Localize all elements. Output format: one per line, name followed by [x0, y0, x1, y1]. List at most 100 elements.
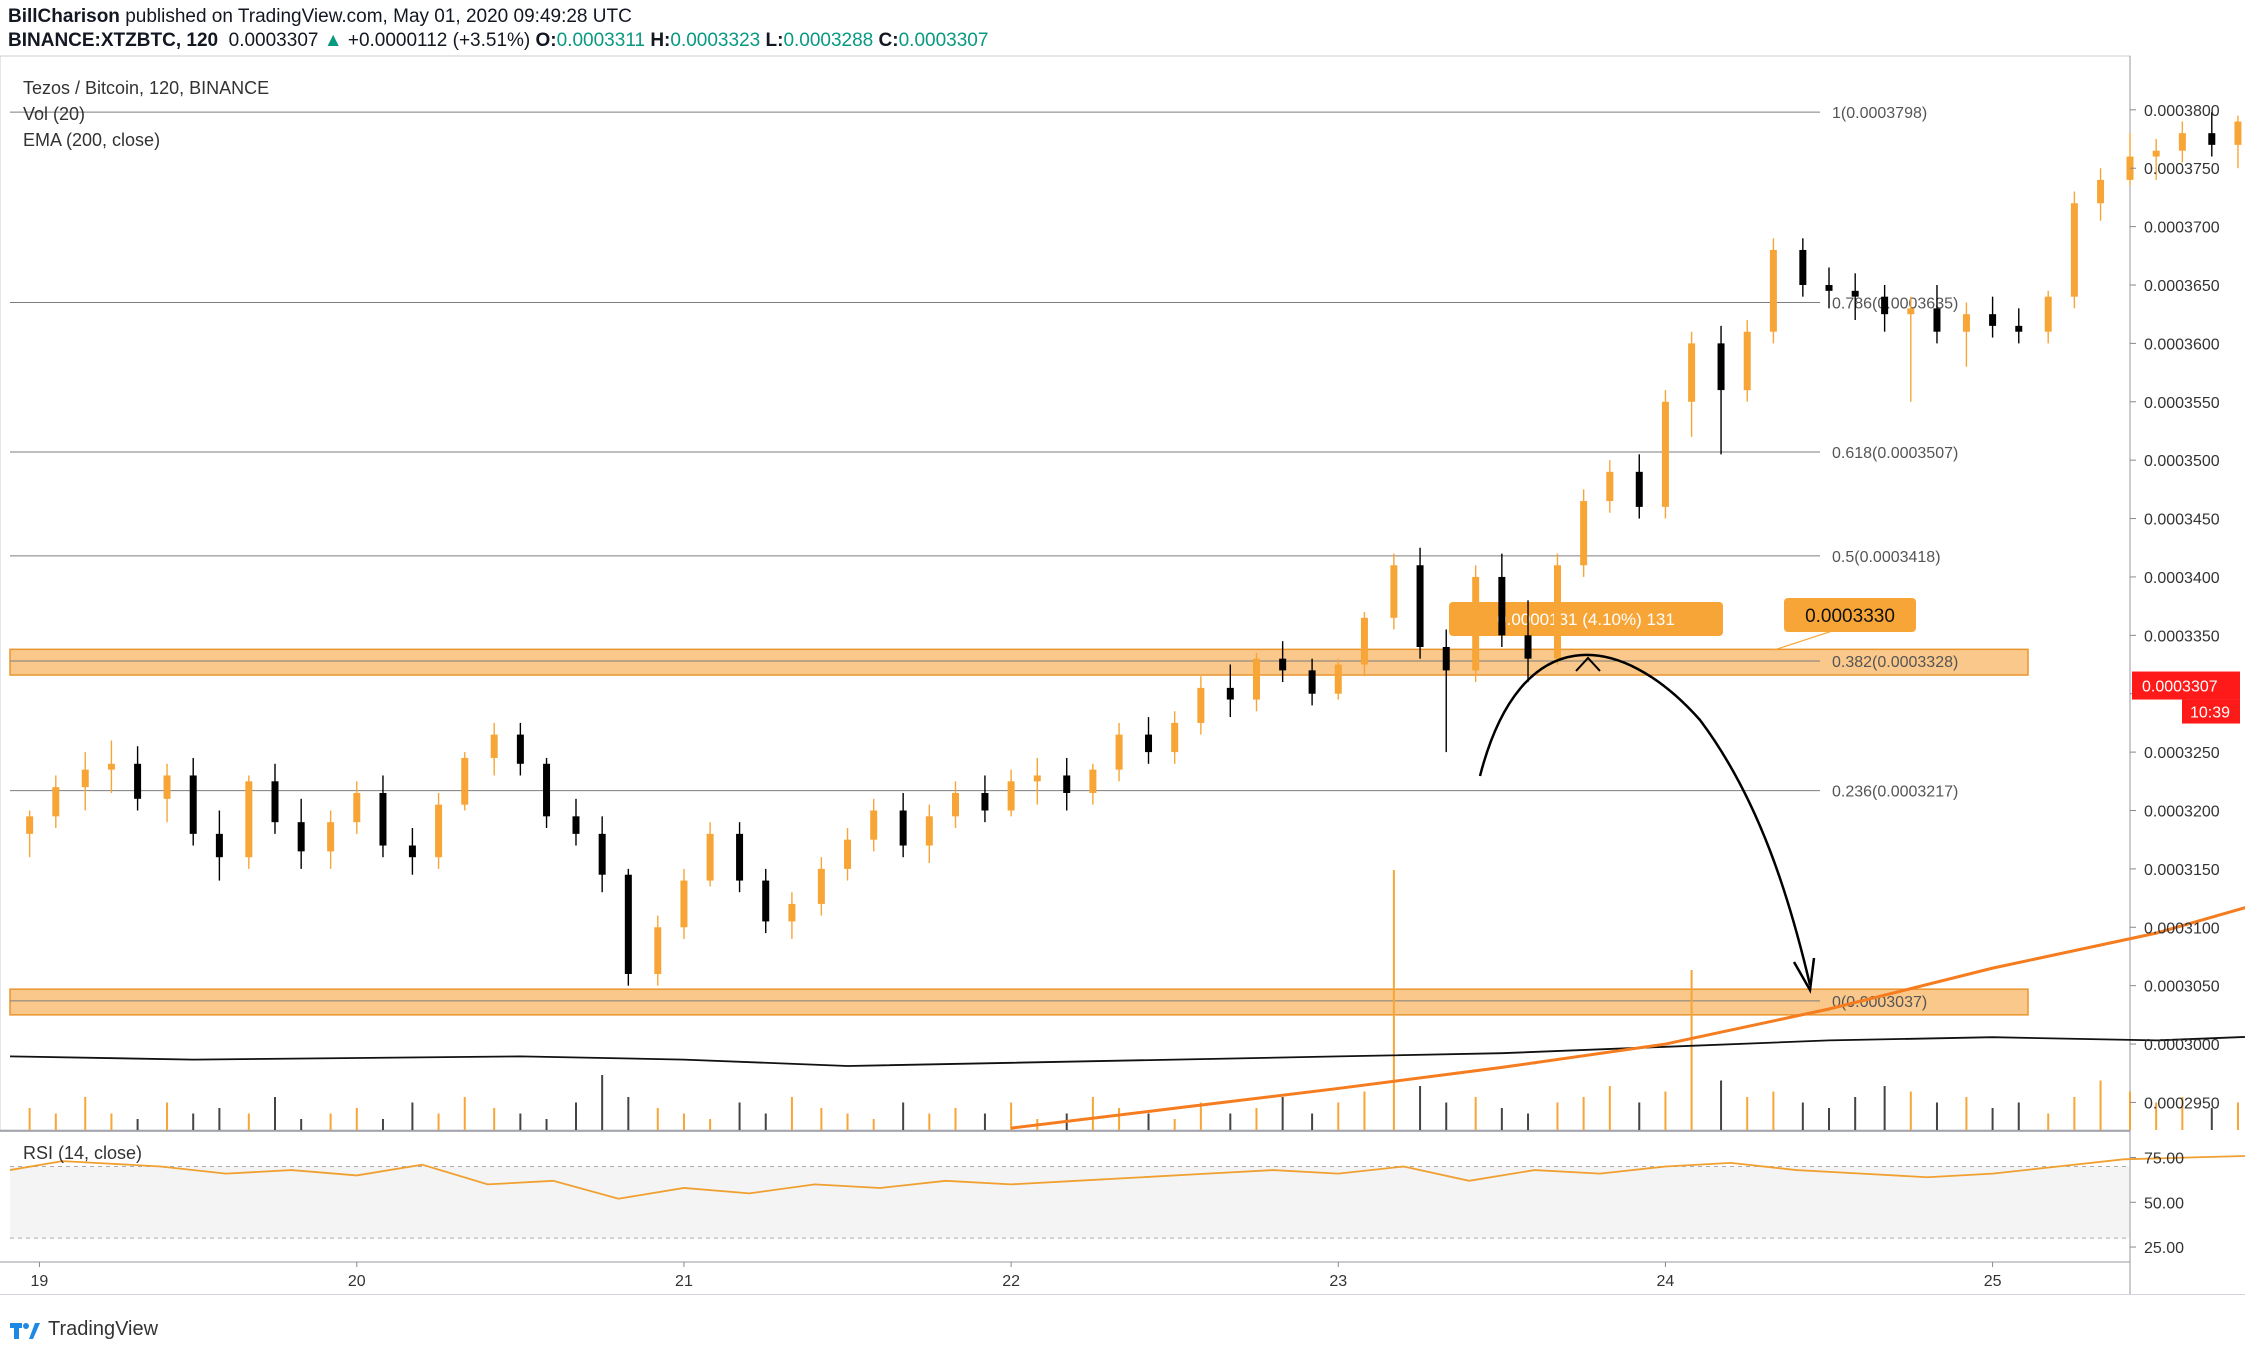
candle-body: [2097, 179, 2105, 204]
fib-label-5: 0.236(0.0003217): [1832, 784, 1958, 801]
candle-body: [788, 903, 796, 922]
candle-body: [52, 787, 60, 817]
fibonacci-levels[interactable]: 1(0.0003798) 0.786(0.0003635) 0.618(0.0003…: [10, 105, 1958, 1011]
candle-body: [1171, 722, 1179, 753]
candle-body: [1881, 296, 1889, 315]
price-tick-label-16: 0.0003000: [2144, 1037, 2220, 1054]
open-label: O:: [535, 30, 557, 51]
time-tick-label-0: 19: [31, 1273, 49, 1290]
open-value: 0.0003311: [556, 30, 646, 51]
candle-body: [379, 792, 387, 846]
time-tick-label-5: 24: [1657, 1273, 1675, 1290]
candle-body: [2044, 296, 2052, 332]
rsi-tick-label-1: 50.00: [2144, 1195, 2184, 1212]
rsi-legend[interactable]: RSI (14, close): [23, 1143, 143, 1163]
grid-layer: [0, 55, 2245, 1295]
zone-1: [9, 988, 2029, 1016]
candle-body: [817, 868, 825, 904]
price-range-measure[interactable]: 0.0000131 (4.10%) 131: [1449, 602, 2245, 813]
candle-body: [2152, 150, 2160, 157]
candle-body: [408, 845, 416, 858]
countdown-text: 10:39: [2190, 705, 2230, 722]
price-tick-label-11: 0.0003250: [2144, 745, 2220, 762]
volume-legend[interactable]: Vol (20): [23, 104, 86, 124]
price-tick-label-13: 0.0003150: [2144, 862, 2220, 879]
axes[interactable]: 0.0003800 0.0003750 0.0003700 0.0003650 0.00…: [31, 103, 2245, 1290]
price-tick-label-0: 0.0003800: [2144, 103, 2220, 120]
main-pane-frame: [0, 55, 2131, 1131]
candle-body: [844, 839, 852, 869]
candle-body: [1606, 471, 1614, 502]
projection-arrow[interactable]: 0.0003330: [1478, 598, 1916, 994]
tradingview-logo-icon: [10, 1322, 40, 1339]
candle-body: [1851, 290, 1859, 297]
candle-body: [1635, 471, 1643, 507]
candle-body: [1007, 781, 1015, 811]
ohlc-header: BINANCE:XTZBTC, 120 0.0003307 ▲ +0.00001…: [8, 30, 988, 52]
candle-body: [2070, 203, 2078, 297]
candle-body: [870, 810, 878, 840]
candle-body: [1580, 501, 1588, 566]
candle-body: [572, 816, 580, 834]
candle-body: [215, 833, 223, 858]
candle-body: [353, 792, 361, 823]
candle-body: [1472, 576, 1480, 671]
author-name[interactable]: BillCharison: [8, 6, 120, 27]
measure-label-bg: [1449, 602, 1723, 636]
main-series-legend[interactable]: Tezos / Bitcoin, 120, BINANCE: [23, 78, 270, 98]
candle-body: [1360, 617, 1368, 665]
candle-body: [1717, 343, 1725, 391]
candle-body: [271, 781, 279, 823]
price-tick-label-9: 0.0003350: [2144, 628, 2220, 645]
projection-curve: [1478, 653, 1812, 986]
candle-body: [925, 816, 933, 846]
candle-body: [1252, 658, 1260, 700]
candle-body: [1553, 565, 1561, 659]
candle-body: [1089, 769, 1097, 793]
fib-label-3: 0.5(0.0003418): [1832, 549, 1941, 566]
time-tick-label-3: 22: [1002, 1273, 1020, 1290]
fib-label-0: 1(0.0003798): [1832, 105, 1927, 122]
candle-body: [1661, 401, 1669, 507]
price-tick-label-15: 0.0003050: [2144, 979, 2220, 996]
candle-body: [736, 833, 744, 881]
candle-body: [1442, 647, 1450, 671]
ema-legend[interactable]: EMA (200, close): [23, 130, 161, 150]
candle-body: [598, 833, 606, 875]
candle-body: [1524, 635, 1532, 659]
tradingview-logo[interactable]: TradingView: [10, 1318, 158, 1341]
candle-body: [2234, 121, 2242, 145]
price-tick-label-8: 0.0003400: [2144, 570, 2220, 587]
candle-body: [134, 763, 142, 799]
candle-body: [327, 822, 335, 852]
price-tick-label-14: 0.0003100: [2144, 920, 2220, 937]
candle-body: [163, 775, 171, 799]
candle-body: [951, 792, 959, 817]
candle-body: [1197, 687, 1205, 723]
support-resistance-zones: [9, 648, 2029, 1016]
candle-body: [680, 880, 688, 928]
symbol-label: BINANCE:XTZBTC, 120: [8, 30, 219, 51]
close-label: C:: [878, 30, 899, 51]
price-tick-label-7: 0.0003450: [2144, 512, 2220, 529]
time-tick-label-6: 25: [1984, 1273, 2002, 1290]
candle-body: [2015, 325, 2023, 332]
low-label: L:: [765, 30, 784, 51]
time-tick-label-4: 23: [1329, 1273, 1347, 1290]
high-label: H:: [650, 30, 671, 51]
candle-body: [899, 810, 907, 846]
price-tick-label-1: 0.0003750: [2144, 161, 2220, 178]
price-tick-label-12: 0.0003200: [2144, 803, 2220, 820]
candle-body: [297, 822, 305, 852]
target-label-bg: [1784, 598, 1916, 632]
peak-marker: [1575, 656, 1601, 672]
candle-body: [81, 769, 89, 788]
fib-label-4: 0.382(0.0003328): [1832, 654, 1958, 671]
candle-body: [107, 763, 115, 770]
candle-body: [245, 781, 253, 858]
candle-body: [1416, 565, 1424, 648]
candle-body: [461, 757, 469, 805]
last-price-badge: [2132, 671, 2240, 700]
price-change: +0.0000112 (+3.51%): [347, 30, 531, 51]
